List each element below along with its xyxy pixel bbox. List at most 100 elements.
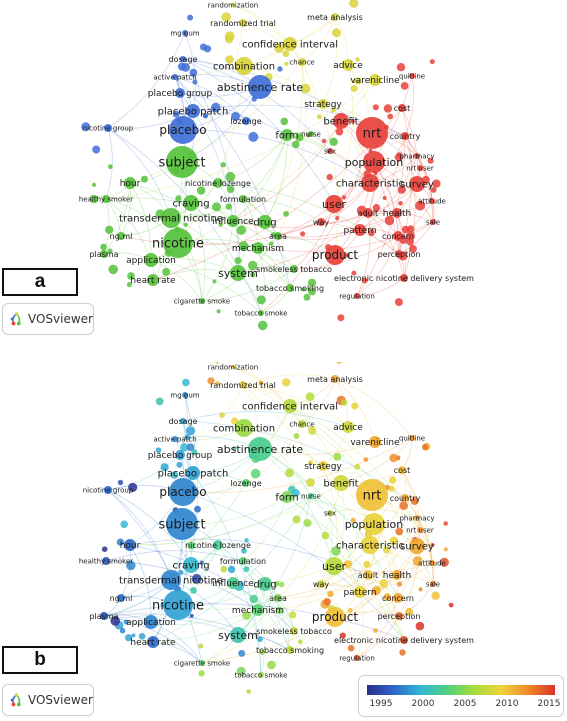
minor-term-node[interactable] (345, 253, 351, 258)
minor-term-node[interactable] (291, 489, 300, 497)
term-node[interactable] (199, 660, 205, 666)
minor-term-node[interactable] (350, 119, 355, 124)
term-node[interactable] (409, 538, 425, 554)
term-node[interactable] (325, 245, 345, 265)
term-node[interactable] (354, 655, 360, 661)
term-node[interactable] (161, 208, 181, 228)
minor-term-node[interactable] (422, 443, 429, 451)
minor-term-node[interactable] (412, 556, 423, 567)
term-node[interactable] (186, 104, 200, 118)
term-node[interactable] (392, 208, 402, 218)
minor-term-node[interactable] (351, 402, 359, 410)
term-node[interactable] (290, 627, 298, 635)
term-node[interactable] (327, 148, 333, 154)
term-node[interactable] (274, 594, 282, 602)
minor-term-node[interactable] (303, 518, 312, 528)
minor-term-node[interactable] (372, 204, 381, 212)
minor-term-node[interactable] (257, 320, 268, 331)
minor-term-node[interactable] (443, 521, 449, 526)
minor-term-node[interactable] (373, 585, 381, 594)
minor-term-node[interactable] (350, 85, 358, 92)
minor-term-node[interactable] (184, 434, 191, 441)
term-node[interactable] (361, 174, 379, 192)
minor-term-node[interactable] (337, 314, 345, 322)
term-node[interactable] (363, 570, 373, 580)
term-node[interactable] (230, 627, 246, 643)
term-node[interactable] (342, 421, 354, 433)
minor-term-node[interactable] (327, 590, 334, 598)
minor-term-node[interactable] (187, 14, 194, 21)
minor-term-node[interactable] (326, 173, 333, 181)
minor-term-node[interactable] (238, 241, 249, 252)
minor-term-node[interactable] (123, 619, 129, 625)
term-node[interactable] (102, 195, 110, 203)
minor-term-node[interactable] (301, 287, 306, 292)
minor-term-node[interactable] (196, 186, 206, 195)
minor-term-node[interactable] (107, 248, 113, 254)
term-node[interactable] (183, 195, 199, 211)
term-node[interactable] (258, 215, 272, 229)
minor-term-node[interactable] (182, 378, 190, 387)
term-node[interactable] (331, 13, 339, 21)
minor-term-node[interactable] (341, 195, 347, 200)
minor-term-node[interactable] (277, 66, 283, 72)
term-node[interactable] (430, 581, 436, 587)
term-node[interactable] (166, 146, 198, 178)
minor-term-node[interactable] (448, 602, 454, 608)
minor-term-node[interactable] (307, 287, 316, 296)
term-node[interactable] (325, 557, 343, 575)
minor-term-node[interactable] (258, 380, 264, 386)
minor-term-node[interactable] (395, 527, 404, 536)
minor-term-node[interactable] (248, 260, 258, 271)
minor-term-node[interactable] (219, 412, 225, 418)
term-node[interactable] (248, 437, 272, 461)
minor-term-node[interactable] (382, 195, 387, 201)
minor-term-node[interactable] (92, 145, 101, 154)
minor-term-node[interactable] (292, 515, 301, 524)
minor-term-node[interactable] (373, 628, 378, 633)
minor-term-node[interactable] (343, 560, 353, 569)
term-node[interactable] (409, 73, 415, 79)
minor-term-node[interactable] (274, 43, 284, 53)
minor-term-node[interactable] (406, 237, 414, 246)
term-node[interactable] (281, 491, 293, 503)
minor-term-node[interactable] (283, 210, 289, 217)
minor-term-node[interactable] (170, 471, 179, 479)
term-node[interactable] (175, 88, 185, 98)
term-node[interactable] (235, 57, 253, 75)
minor-term-node[interactable] (191, 573, 202, 584)
minor-term-node[interactable] (347, 644, 355, 652)
minor-term-node[interactable] (275, 606, 284, 615)
minor-term-node[interactable] (335, 127, 344, 136)
minor-term-node[interactable] (236, 225, 246, 235)
minor-term-node[interactable] (203, 45, 212, 53)
term-node[interactable] (409, 435, 415, 441)
minor-term-node[interactable] (108, 264, 118, 275)
minor-term-node[interactable] (227, 185, 235, 193)
minor-term-node[interactable] (191, 449, 198, 456)
minor-term-node[interactable] (430, 187, 437, 193)
term-node[interactable] (104, 124, 112, 132)
term-node[interactable] (417, 527, 423, 533)
term-node[interactable] (213, 540, 223, 550)
minor-term-node[interactable] (305, 392, 315, 401)
minor-term-node[interactable] (292, 140, 300, 149)
minor-term-node[interactable] (336, 362, 342, 364)
minor-term-node[interactable] (284, 61, 289, 66)
minor-term-node[interactable] (194, 505, 201, 513)
minor-term-node[interactable] (323, 598, 332, 606)
minor-term-node[interactable] (248, 131, 259, 142)
minor-term-node[interactable] (128, 482, 138, 492)
minor-term-node[interactable] (396, 62, 406, 72)
term-node[interactable] (308, 493, 314, 499)
minor-term-node[interactable] (172, 110, 180, 118)
term-node[interactable] (327, 510, 333, 516)
minor-term-node[interactable] (216, 309, 221, 314)
minor-term-node[interactable] (300, 231, 306, 237)
minor-term-node[interactable] (225, 35, 234, 44)
minor-term-node[interactable] (178, 569, 184, 575)
minor-term-node[interactable] (379, 579, 388, 588)
minor-term-node[interactable] (303, 293, 311, 301)
minor-term-node[interactable] (183, 222, 188, 227)
term-node[interactable] (227, 577, 239, 589)
